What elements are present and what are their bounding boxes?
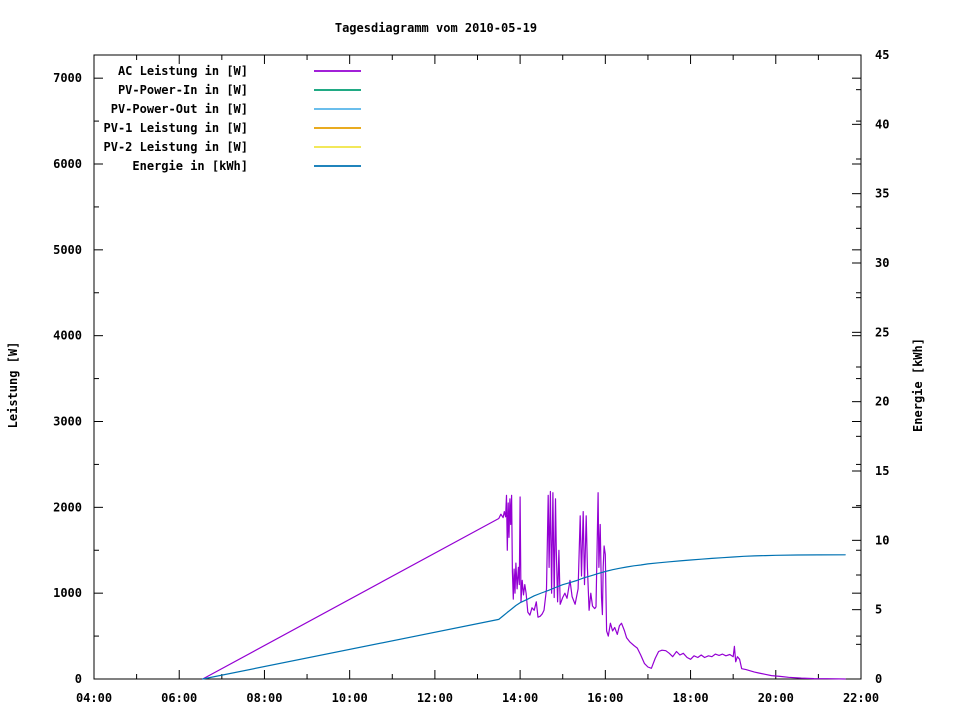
- x-tick-label: 12:00: [417, 691, 453, 705]
- series-line: [202, 490, 846, 680]
- legend-label: PV-Power-In in [W]: [118, 83, 248, 97]
- x-tick-label: 14:00: [502, 691, 538, 705]
- y-left-tick-label: 5000: [53, 243, 82, 257]
- x-tick-label: 18:00: [672, 691, 708, 705]
- x-tick-label: 10:00: [332, 691, 368, 705]
- y-right-tick-label: 10: [875, 533, 889, 547]
- legend-label: PV-1 Leistung in [W]: [104, 121, 249, 135]
- chart-title: Tagesdiagramm vom 2010-05-19: [335, 21, 537, 35]
- legend-label: AC Leistung in [W]: [118, 64, 248, 78]
- y-right-tick-label: 25: [875, 325, 889, 339]
- x-tick-label: 04:00: [76, 691, 112, 705]
- x-tick-label: 06:00: [161, 691, 197, 705]
- y-right-tick-label: 35: [875, 187, 889, 201]
- y-right-tick-label: 45: [875, 48, 889, 62]
- legend-label: Energie in [kWh]: [132, 159, 248, 173]
- y-left-tick-label: 3000: [53, 415, 82, 429]
- y-left-tick-label: 2000: [53, 500, 82, 514]
- x-tick-label: 16:00: [587, 691, 623, 705]
- y-left-tick-label: 7000: [53, 71, 82, 85]
- y-left-tick-label: 1000: [53, 586, 82, 600]
- y-left-tick-label: 6000: [53, 157, 82, 171]
- y-right-tick-label: 15: [875, 464, 889, 478]
- plot-area: 04:00 06:00 08:00 10:00 12:00 14:00 16:00 18:00…: [53, 48, 889, 705]
- y-right-tick-label: 40: [875, 117, 889, 131]
- x-tick-label: 20:00: [758, 691, 794, 705]
- left-axis-title: Leistung [W]: [6, 342, 20, 429]
- x-tick-label: 08:00: [246, 691, 282, 705]
- series-line: [202, 554, 846, 680]
- y-left-tick-label: 0: [75, 672, 82, 686]
- right-axis-title: Energie [kWh]: [911, 338, 925, 432]
- legend-label: PV-2 Leistung in [W]: [104, 140, 249, 154]
- y-right-tick-label: 30: [875, 256, 889, 270]
- y-right-tick-label: 5: [875, 603, 882, 617]
- y-right-tick-label: 20: [875, 395, 889, 409]
- legend-label: PV-Power-Out in [W]: [111, 102, 248, 116]
- x-tick-label: 22:00: [843, 691, 879, 705]
- y-right-tick-label: 0: [875, 672, 882, 686]
- y-left-tick-label: 4000: [53, 329, 82, 343]
